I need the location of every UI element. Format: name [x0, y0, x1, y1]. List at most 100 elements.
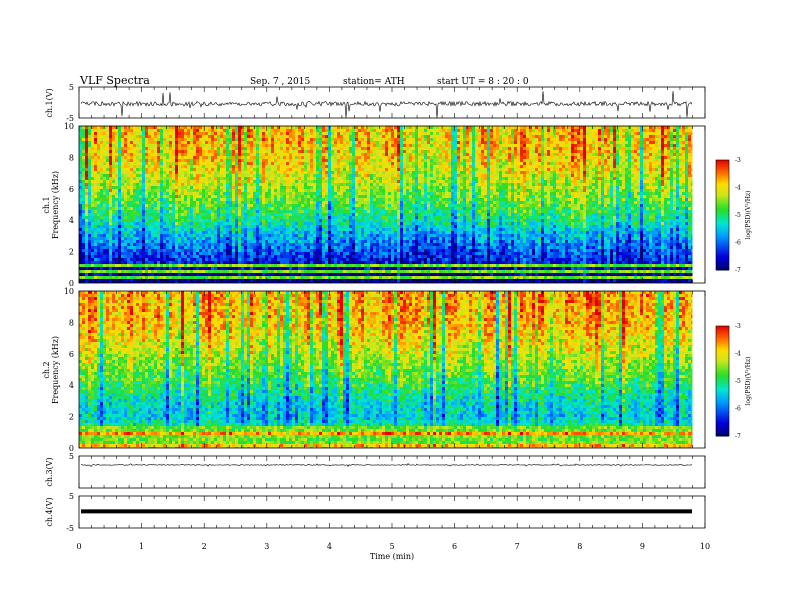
ch1-spectrogram-cell — [148, 147, 151, 150]
ch1-spectrogram-cell — [190, 273, 193, 276]
ch1-spectrogram-cell — [133, 204, 136, 207]
ch1-spectrogram-cell — [169, 249, 172, 252]
ch1-spectrogram-cell — [259, 225, 262, 228]
ch1-spectrogram-cell — [274, 150, 277, 153]
ch1-spectrogram-cell — [193, 132, 196, 135]
ch1-spectrogram-cell — [226, 234, 229, 237]
ch1-spectrogram-cell — [190, 222, 193, 225]
ch1-spectrogram-cell — [181, 225, 184, 228]
ch1-spectrogram-cell — [316, 171, 319, 174]
ch1-spectrogram-cell — [241, 192, 244, 195]
ch1-spectrogram-cell — [151, 258, 154, 261]
ch1-spectrogram-cell — [85, 270, 88, 273]
ch1-spectrogram-cell — [172, 192, 175, 195]
ch1-spectrogram-cell — [337, 147, 340, 150]
ch1-spectrogram-cell — [106, 216, 109, 219]
ch1-spectrogram-cell — [349, 195, 352, 198]
ch1-spectrogram-cell — [124, 231, 127, 234]
ch1-spectrogram-cell — [193, 231, 196, 234]
ch1-spectrogram-cell — [136, 264, 139, 267]
ch1-spectrogram-cell — [187, 174, 190, 177]
ch1-spectrogram-cell — [352, 210, 355, 213]
ch1-spectrogram-cell — [247, 228, 250, 231]
ch1-spectrogram-cell — [352, 201, 355, 204]
ch1-spectrogram-cell — [247, 135, 250, 138]
ch1-spectrogram-cell — [277, 186, 280, 189]
ch1-spectrogram-cell — [340, 171, 343, 174]
ch1-spectrogram-cell — [136, 138, 139, 141]
ch1-spectrogram-cell — [337, 243, 340, 246]
ch1-spectrogram-cell — [244, 183, 247, 186]
ch1-spectrogram-cell — [238, 192, 241, 195]
ch1-spectrogram-cell — [106, 270, 109, 273]
ch1-spectrogram-cell — [298, 222, 301, 225]
ch1-spectrogram-cell — [175, 201, 178, 204]
ch1-spectrogram-cell — [178, 228, 181, 231]
ch1-spectrogram-cell — [130, 171, 133, 174]
ch1-spectrogram-cell — [142, 231, 145, 234]
ch1-spectrogram-cell — [172, 189, 175, 192]
ch1-spectrogram-cell — [343, 171, 346, 174]
ch1-spectrogram-cell — [295, 168, 298, 171]
ch1-spectrogram-cell — [181, 231, 184, 234]
ch1-spectrogram-cell — [295, 252, 298, 255]
ch1-spectrogram-cell — [202, 243, 205, 246]
ch1-spectrogram-cell — [259, 138, 262, 141]
ch1-spectrogram-cell — [109, 201, 112, 204]
ch1-spectrogram-cell — [340, 195, 343, 198]
ch1-spectrogram-cell — [130, 255, 133, 258]
ch1-spectrogram-cell — [232, 198, 235, 201]
ch1-spectrogram-cell — [313, 156, 316, 159]
ch1-spectrogram-cell — [145, 282, 148, 283]
ch1-spectrogram-cell — [226, 219, 229, 222]
ch1-spectrogram-cell — [157, 183, 160, 186]
ch1-spectrogram-cell — [124, 282, 127, 283]
ch1-spectrogram-cell — [343, 132, 346, 135]
ch1-spectrogram-cell — [103, 270, 106, 273]
ch1-spectrogram-cell — [235, 255, 238, 258]
ch1-spectrogram-cell — [220, 249, 223, 252]
ch1-spectrogram-cell — [325, 252, 328, 255]
ch1-spectrogram-cell — [112, 171, 115, 174]
ch1-spectrogram-cell — [274, 201, 277, 204]
ch1-spectrogram-cell — [280, 255, 283, 258]
ch1-spectrogram-cell — [337, 159, 340, 162]
ch1-spectrogram-cell — [148, 207, 151, 210]
ch1-spectrogram-cell — [145, 207, 148, 210]
ch1-spectrogram-cell — [103, 159, 106, 162]
ch1-spectrogram-cell — [262, 237, 265, 240]
ch1-spectrogram-cell — [250, 129, 253, 132]
ch1-spectrogram-cell — [295, 150, 298, 153]
ch1-spectrogram-cell — [286, 231, 289, 234]
ch1-spectrogram-cell — [286, 252, 289, 255]
ch1-spectrogram-cell — [280, 198, 283, 201]
ch1-spectrogram-cell — [283, 204, 286, 207]
ch1-spectrogram-cell — [286, 273, 289, 276]
ch1-spectrogram-cell — [310, 141, 313, 144]
ch1-spectrogram-cell — [154, 210, 157, 213]
ch1-spectrogram-cell — [301, 231, 304, 234]
ch1-spectrogram-cell — [289, 246, 292, 249]
ch1-spectrogram-cell — [118, 165, 121, 168]
ch1-spectrogram-cell — [154, 240, 157, 243]
ch1-spectrogram-cell — [178, 198, 181, 201]
ch1-spectrogram-cell — [196, 153, 199, 156]
ch1-spectrogram-cell — [292, 243, 295, 246]
ch1-spectrogram-cell — [217, 222, 220, 225]
ch1-spectrogram-cell — [220, 279, 223, 282]
ch1-spectrogram-cell — [274, 144, 277, 147]
ch1-spectrogram-cell — [199, 129, 202, 132]
ch1-spectrogram-cell — [334, 129, 337, 132]
ch1-spectrogram-cell — [166, 264, 169, 267]
ch1-spectrogram-cell — [235, 201, 238, 204]
ch1-spectrogram-cell — [328, 249, 331, 252]
ch1-spectrogram-cell — [106, 213, 109, 216]
ch1-spectrogram-cell — [133, 183, 136, 186]
ch1-spectrogram-cell — [139, 138, 142, 141]
ch1-spectrogram-cell — [286, 138, 289, 141]
ch1-spectrogram-cell — [148, 210, 151, 213]
ch1-spectrogram-cell — [142, 135, 145, 138]
ch1-spectrogram-cell — [352, 279, 355, 282]
ch1-spectrogram-cell — [187, 216, 190, 219]
ch1-spectrogram-cell — [334, 213, 337, 216]
